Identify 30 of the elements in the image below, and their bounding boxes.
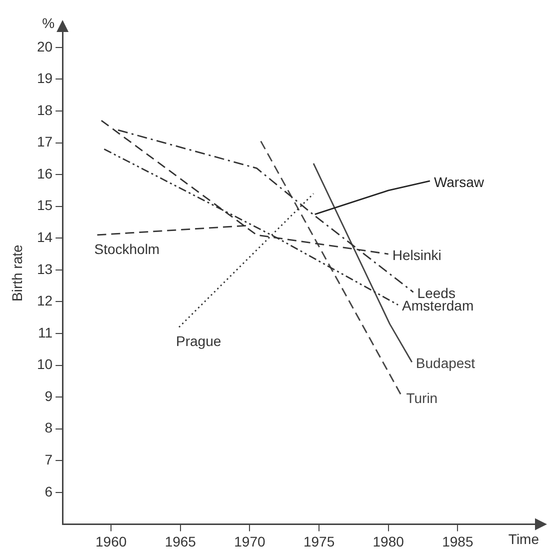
y-tick-label: 17 — [36, 134, 53, 150]
y-tick-label: 10 — [36, 356, 53, 372]
x-tick-label: 1960 — [96, 533, 127, 550]
text: % — [42, 14, 55, 31]
y-tick-label: 6 — [44, 483, 53, 500]
series-label: Helsinki — [392, 246, 442, 263]
series-label: Turin — [406, 390, 438, 406]
y-axis-title: Birth rate — [8, 244, 25, 302]
y-tick-label: 16 — [36, 165, 53, 182]
y-tick-label: 13 — [36, 260, 53, 277]
y-tick-label: 14 — [36, 228, 53, 245]
x-tick-label: 1975 — [303, 533, 335, 550]
y-tick-label: 11 — [38, 324, 53, 340]
y-tick-label: 7 — [44, 451, 53, 468]
y-tick-label: 12 — [36, 292, 53, 309]
x-tick-label: 1965 — [164, 533, 196, 550]
series-label: Stockholm — [94, 240, 160, 257]
x-axis-title: Time — [508, 531, 540, 548]
series-label: Budapest — [416, 354, 476, 371]
x-tick-label: 1980 — [372, 533, 404, 550]
y-tick-label: 18 — [36, 102, 53, 118]
x-tick-label: 1985 — [442, 533, 474, 550]
y-tick-label: 9 — [44, 388, 53, 404]
series-label: Prague — [176, 332, 222, 349]
x-tick-label: 1970 — [234, 533, 266, 550]
y-tick-label: 8 — [44, 420, 53, 436]
y-tick-label: 19 — [36, 70, 53, 86]
y-tick-label: 15 — [36, 197, 53, 214]
y-tick-label: 20 — [36, 38, 53, 54]
series-label: Warsaw — [434, 174, 485, 190]
